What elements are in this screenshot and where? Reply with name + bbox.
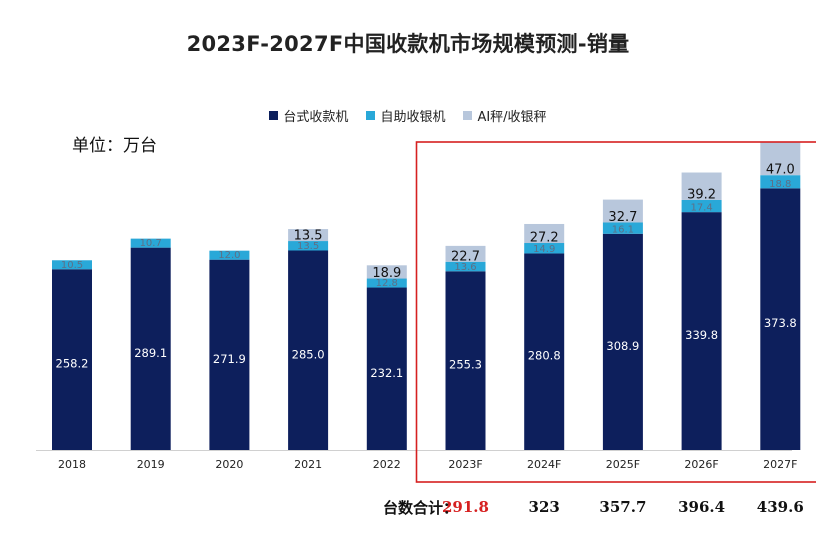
bar-ai-2024F — [524, 223, 565, 244]
data-label-self-2024F: 14.9 — [533, 244, 555, 255]
data-label-self-2021: 13.5 — [297, 241, 319, 252]
data-label-self-2027F: 18.8 — [769, 179, 791, 190]
total-value-2027F: 439.6 — [757, 498, 804, 516]
bar-self-2024F — [524, 243, 565, 254]
data-label-desk-2022: 232.1 — [370, 366, 403, 380]
bar-desk-2024F — [524, 253, 565, 450]
bar-ai-2023F — [445, 245, 486, 262]
bar-ai-2025F — [602, 199, 643, 223]
data-label-ai-2025F: 32.7 — [608, 210, 637, 225]
chart-title: 2023F-2027F中国收款机市场规模预测-销量 — [186, 32, 630, 56]
bar-desk-2022 — [366, 287, 407, 450]
data-label-desk-2023F: 255.3 — [449, 358, 482, 372]
x-tick-label-2022: 2022 — [373, 458, 401, 471]
data-label-desk-2019: 289.1 — [134, 346, 167, 360]
data-label-self-2020: 12.0 — [218, 250, 240, 261]
bar-ai-2026F — [681, 172, 722, 200]
data-label-desk-2018: 258.2 — [56, 357, 89, 371]
legend-swatch-self — [366, 111, 376, 120]
data-label-self-2022: 12.8 — [376, 278, 398, 289]
data-label-self-2019: 10.7 — [140, 238, 162, 249]
x-tick-label-2018: 2018 — [58, 458, 86, 471]
bar-desk-2027F — [760, 188, 801, 450]
data-label-desk-2026F: 339.8 — [685, 328, 718, 342]
data-label-ai-2023F: 22.7 — [451, 249, 480, 264]
x-tick-label-2024F: 2024F — [527, 458, 561, 471]
bar-ai-2027F — [760, 142, 801, 176]
x-tick-label-2021: 2021 — [294, 458, 322, 471]
bar-self-2023F — [445, 261, 486, 272]
bar-self-2018 — [52, 260, 92, 270]
x-tick-label-2027F: 2027F — [763, 458, 797, 471]
data-label-ai-2027F: 47.0 — [766, 163, 795, 178]
total-value-2024F: 323 — [529, 498, 560, 516]
legend-swatch-desk — [269, 111, 279, 120]
unit-label: 单位：万台 — [72, 136, 157, 156]
legend-label-desk: 台式收款机 — [283, 110, 349, 125]
forecast-highlight-box — [415, 141, 816, 483]
legend-item-ai: AI秤/收银秤 — [463, 106, 547, 125]
total-value-2025F: 357.7 — [599, 498, 646, 516]
total-value-2023F: 291.8 — [442, 498, 489, 516]
bar-desk-2021 — [288, 250, 329, 450]
legend-label-self: 自助收银机 — [380, 110, 446, 125]
legend-item-desk: 台式收款机 — [269, 106, 348, 125]
x-tick-label-2026F: 2026F — [684, 458, 718, 471]
bar-desk-2018 — [52, 269, 92, 450]
data-label-self-2025F: 16.1 — [612, 224, 634, 235]
data-label-self-2023F: 13.6 — [454, 262, 476, 273]
bar-self-2021 — [288, 241, 329, 251]
data-label-desk-2024F: 280.8 — [528, 349, 561, 363]
legend-swatch-ai — [463, 111, 473, 120]
legend-item-self: 自助收银机 — [366, 106, 445, 125]
data-label-desk-2020: 271.9 — [213, 352, 246, 366]
data-label-desk-2021: 285.0 — [292, 347, 325, 361]
bar-self-2019 — [130, 238, 171, 248]
x-tick-label-2025F: 2025F — [606, 458, 640, 471]
bar-ai-2021 — [288, 229, 329, 242]
bar-self-2027F — [760, 175, 801, 189]
data-label-ai-2024F: 27.2 — [530, 231, 559, 246]
total-value-2026F: 396.4 — [678, 498, 725, 516]
data-label-ai-2026F: 39.2 — [687, 187, 716, 202]
bar-desk-2019 — [130, 247, 171, 450]
bar-desk-2025F — [602, 233, 643, 450]
data-label-ai-2021: 13.5 — [294, 229, 323, 244]
bar-desk-2023F — [445, 271, 486, 450]
bar-desk-2020 — [209, 259, 250, 450]
bar-desk-2026F — [681, 212, 722, 450]
bar-ai-2022 — [366, 265, 407, 279]
bar-self-2020 — [209, 250, 250, 260]
legend-label-ai: AI秤/收银秤 — [477, 110, 547, 125]
x-tick-label-2019: 2019 — [137, 458, 165, 471]
x-tick-label-2023F: 2023F — [448, 458, 482, 471]
data-label-ai-2022: 18.9 — [372, 266, 401, 281]
legend: 台式收款机 自助收银机 AI秤/收银秤 — [0, 106, 816, 125]
bar-self-2025F — [602, 222, 643, 234]
bar-self-2022 — [366, 278, 407, 288]
bar-self-2026F — [681, 199, 722, 213]
data-label-self-2026F: 17.4 — [690, 203, 712, 214]
data-label-self-2018: 10.5 — [61, 260, 83, 271]
data-label-desk-2027F: 373.8 — [764, 316, 797, 330]
totals-label: 台数合计： — [383, 499, 459, 517]
data-label-desk-2025F: 308.9 — [606, 339, 639, 353]
x-tick-label-2020: 2020 — [215, 458, 243, 471]
